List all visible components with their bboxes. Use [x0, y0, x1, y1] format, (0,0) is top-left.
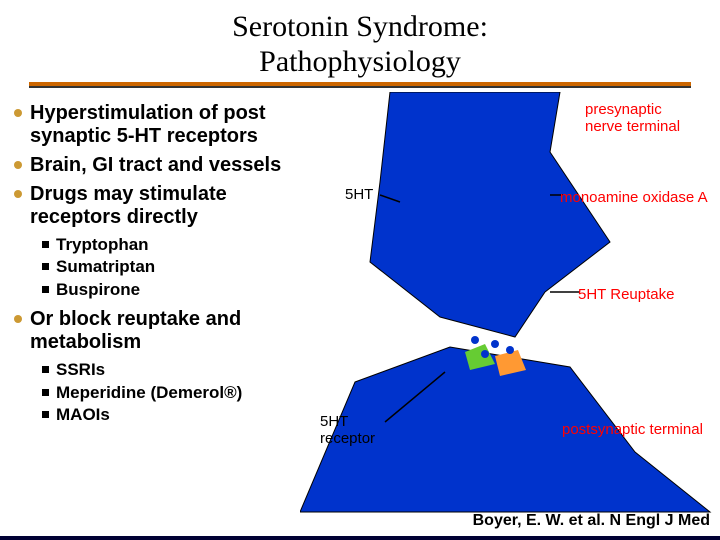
bullet-dot-icon [14, 161, 22, 169]
bullet-dot-icon [14, 109, 22, 117]
bullet-sub: Buspirone [42, 280, 296, 300]
bullet-main-text: Drugs may stimulate receptors directly [30, 183, 296, 229]
bullet-sub-text: Meperidine (Demerol®) [56, 383, 242, 403]
bullet-main: Drugs may stimulate receptors directly [14, 183, 296, 229]
bullet-square-icon [42, 286, 49, 293]
synapse-diagram [300, 92, 720, 522]
bullet-square-icon [42, 263, 49, 270]
bullet-sub-text: Buspirone [56, 280, 140, 300]
bullet-square-icon [42, 366, 49, 373]
bullet-main-text: Hyperstimulation of post synaptic 5-HT r… [30, 102, 296, 148]
bullet-sub-text: Tryptophan [56, 235, 149, 255]
title-line2: Pathophysiology [259, 45, 461, 78]
diagram-panel: Boyer, E. W. et al. N Engl J Med presyna… [300, 92, 720, 536]
bullet-main-text: Or block reuptake and metabolism [30, 308, 296, 354]
bullet-square-icon [42, 389, 49, 396]
diagram-label: 5HT [345, 187, 373, 204]
bullet-sub: SSRIs [42, 360, 296, 380]
bullet-square-icon [42, 241, 49, 248]
diagram-label: presynaptic nerve terminal [585, 102, 680, 135]
bullet-square-icon [42, 411, 49, 418]
bullet-main: Brain, GI tract and vessels [14, 154, 296, 177]
bullet-main: Hyperstimulation of post synaptic 5-HT r… [14, 102, 296, 148]
page-title: Serotonin Syndrome: Pathophysiology [0, 10, 720, 79]
bullet-sub-text: SSRIs [56, 360, 105, 380]
bullet-sublist: TryptophanSumatriptan Buspirone [42, 235, 296, 300]
diagram-label: monoamine oxidase A [560, 190, 708, 207]
title-block: Serotonin Syndrome: Pathophysiology [0, 0, 720, 92]
bullet-dot-icon [14, 190, 22, 198]
bullet-sublist: SSRIs Meperidine (Demerol®)MAOIs [42, 360, 296, 425]
bullet-main: Or block reuptake and metabolism [14, 308, 296, 354]
bullet-sub-text: MAOIs [56, 405, 110, 425]
bullet-sub: Tryptophan [42, 235, 296, 255]
presynaptic-neuron-shape [370, 92, 610, 337]
bullet-sub: Sumatriptan [42, 257, 296, 277]
vesicle-dot [481, 350, 489, 358]
bullet-panel: Hyperstimulation of post synaptic 5-HT r… [0, 92, 300, 536]
bullet-main-text: Brain, GI tract and vessels [30, 154, 281, 177]
bullet-dot-icon [14, 315, 22, 323]
diagram-label: 5HT receptor [320, 414, 375, 447]
diagram-label: postsynaptic terminal [562, 422, 703, 439]
title-line1: Serotonin Syndrome: [232, 10, 488, 43]
vesicle-dot [471, 336, 479, 344]
diagram-label: 5HT Reuptake [578, 287, 674, 304]
bullet-sub-text: Sumatriptan [56, 257, 155, 277]
vesicle-dot [491, 340, 499, 348]
bullet-sub: Meperidine (Demerol®) [42, 383, 296, 403]
title-underline [29, 82, 691, 86]
vesicle-dot [506, 346, 514, 354]
bullet-sub: MAOIs [42, 405, 296, 425]
content-area: Hyperstimulation of post synaptic 5-HT r… [0, 92, 720, 536]
